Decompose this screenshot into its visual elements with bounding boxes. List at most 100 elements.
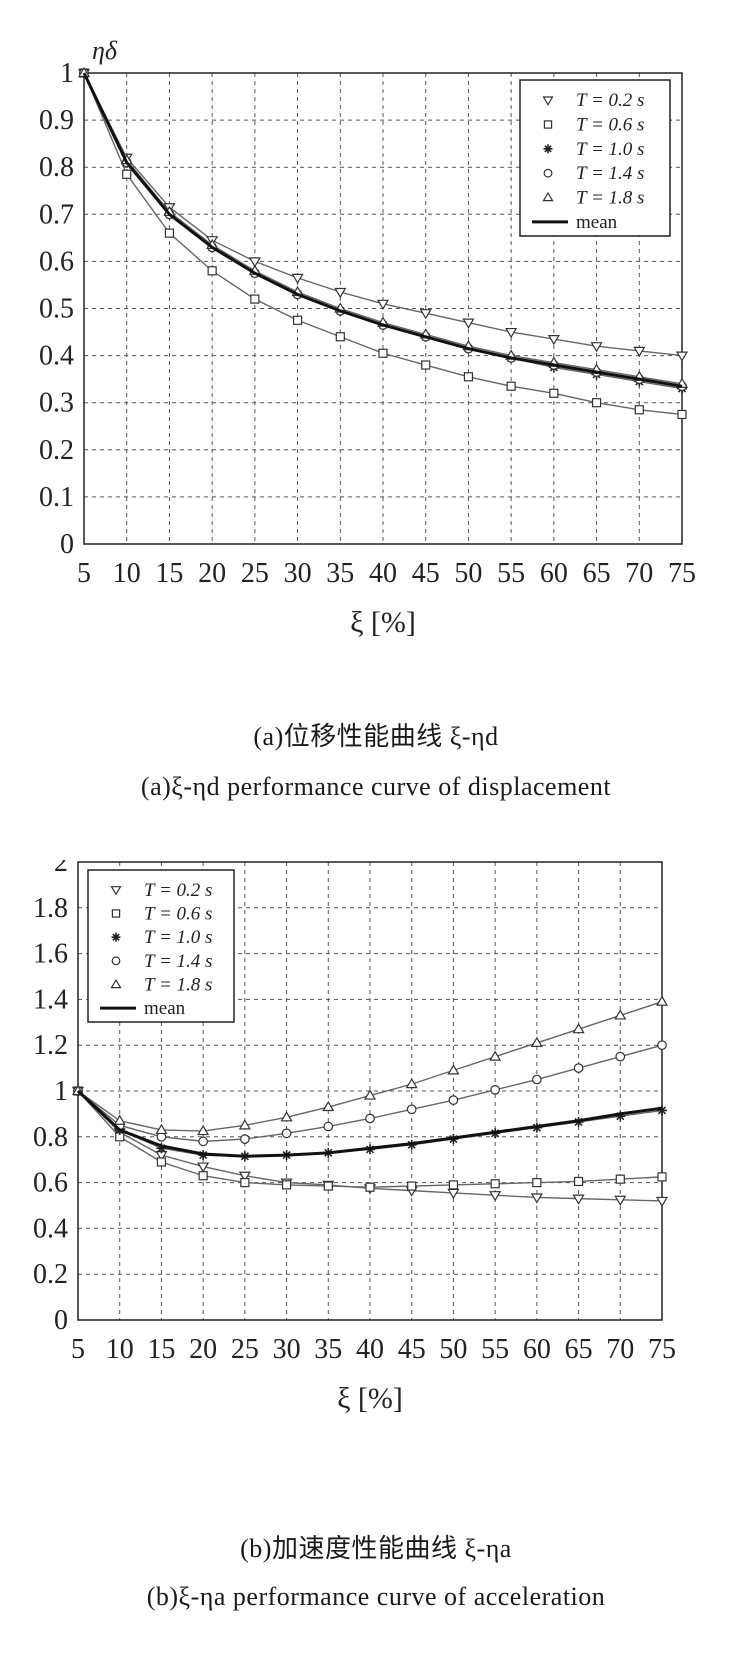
data-point xyxy=(547,335,560,346)
chart-a-caption-cn: (a)位移性能曲线 ξ-ηd xyxy=(253,722,499,751)
legend-label: T = 1.8 s xyxy=(576,188,644,209)
legend-marker xyxy=(543,168,553,178)
legend-label: T = 1.4 s xyxy=(576,163,644,184)
y-tick-label: 0.4 xyxy=(39,341,74,372)
legend-label: T = 1.4 s xyxy=(144,951,212,972)
data-point xyxy=(156,1157,167,1167)
data-point xyxy=(365,1113,375,1124)
acceleration-chart: 5 10 15 20 25 30 35 40 45 50 55 60 65 70 75 0 0.2 0.4 0.6 0… xyxy=(33,825,676,1415)
data-point xyxy=(197,1124,210,1136)
x-tick-label: 15 xyxy=(147,1334,175,1365)
chart-b-caption-en: (b)ξ-ηa performance curve of acceleratio… xyxy=(146,1582,606,1611)
legend-label: T = 1.0 s xyxy=(576,139,644,160)
legend-label: T = 1.8 s xyxy=(144,975,212,996)
data-point xyxy=(281,1128,292,1139)
y-tick-label: 0.9 xyxy=(39,105,74,136)
x-tick-label: 30 xyxy=(273,1334,301,1365)
x-tick-label: 25 xyxy=(241,558,269,589)
data-point xyxy=(614,1009,627,1020)
series-6 xyxy=(82,72,683,388)
y-tick-label: 0 xyxy=(60,529,74,560)
data-point xyxy=(122,169,132,179)
x-tick-label: 75 xyxy=(668,558,696,589)
x-tick-label: 10 xyxy=(106,1334,134,1365)
legend-marker xyxy=(543,120,553,129)
y-tick-label: 0.2 xyxy=(39,435,74,466)
data-point xyxy=(164,228,175,238)
x-tick-label: 75 xyxy=(648,1334,676,1365)
data-point xyxy=(334,287,347,299)
data-point xyxy=(675,351,689,362)
data-point xyxy=(530,1193,543,1204)
x-tick-label: 50 xyxy=(454,558,482,589)
data-point xyxy=(365,1182,375,1192)
y-tick-label: 1.2 xyxy=(33,1030,68,1061)
legend-label: T = 0.2 s xyxy=(576,90,644,111)
data-point xyxy=(615,1174,625,1184)
x-tick-label: 10 xyxy=(113,558,141,589)
data-point xyxy=(250,294,260,304)
data-point xyxy=(406,1104,417,1115)
y-tick-label: 1 xyxy=(54,1076,68,1107)
series-1 xyxy=(77,68,689,362)
series-4 xyxy=(73,1040,667,1147)
y-tick-label: 0.2 xyxy=(33,1259,68,1290)
y-tick-label: 0.8 xyxy=(33,1122,68,1153)
data-point xyxy=(240,1134,250,1144)
data-point xyxy=(657,1172,667,1182)
y-tick-label: 1.4 xyxy=(33,984,68,1015)
data-point xyxy=(615,1111,626,1122)
legend-marker xyxy=(111,909,121,918)
data-point xyxy=(407,1181,417,1191)
series-5 xyxy=(71,995,669,1136)
chart-a-caption-en: (a)ξ-ηd performance curve of displacemen… xyxy=(140,772,612,801)
legend-label: T = 0.6 s xyxy=(144,904,212,925)
data-point xyxy=(198,1136,208,1147)
x-tick-label: 55 xyxy=(481,1334,509,1365)
x-tick-label: 30 xyxy=(284,558,312,589)
data-point xyxy=(489,1191,502,1202)
x-tick-label: 60 xyxy=(523,1334,551,1365)
data-point xyxy=(615,1051,626,1062)
data-point xyxy=(419,309,432,320)
data-point xyxy=(573,1063,584,1073)
data-point xyxy=(238,1119,251,1130)
plot-frame xyxy=(83,72,683,545)
x-tick-label: 70 xyxy=(625,558,653,589)
data-point xyxy=(207,266,217,276)
legend-box xyxy=(519,79,671,237)
series-2 xyxy=(79,68,687,420)
x-tick-label: 40 xyxy=(356,1334,384,1365)
y-tick-label: 0.4 xyxy=(33,1213,68,1244)
data-point xyxy=(591,398,602,408)
data-point xyxy=(633,346,646,358)
y-tick-label: 0.1 xyxy=(39,482,74,513)
y-tick-label: 0.6 xyxy=(39,246,74,277)
x-tick-label: 45 xyxy=(398,1334,426,1365)
y-axis-label: ηδ xyxy=(92,36,118,65)
x-tick-label: 5 xyxy=(71,1334,85,1365)
legend-marker xyxy=(542,96,554,106)
legend-label: T = 1.0 s xyxy=(144,927,212,948)
data-point xyxy=(447,1064,460,1075)
x-tick-label: 55 xyxy=(497,558,525,589)
data-point xyxy=(77,66,91,78)
mean-line xyxy=(76,1089,663,1158)
x-tick-label: 35 xyxy=(314,1334,342,1365)
data-point xyxy=(463,372,474,382)
data-point xyxy=(376,299,390,310)
data-point xyxy=(155,1123,168,1135)
data-point xyxy=(322,1100,335,1112)
data-point xyxy=(448,1095,459,1106)
y-tick-label: 1.6 xyxy=(33,939,68,970)
x-tick-label: 20 xyxy=(198,558,226,589)
legend: T = 0.2 s T = 0.6 s T = 1.0 s T = 1.4 s T = … xyxy=(519,79,671,237)
x-tick-label: 35 xyxy=(326,558,354,589)
x-tick-label: 5 xyxy=(77,558,91,589)
x-tick-label: 65 xyxy=(565,1334,593,1365)
data-point xyxy=(197,1162,210,1173)
y-tick-label: 1 xyxy=(60,58,74,89)
legend-marker xyxy=(111,956,121,966)
data-point xyxy=(634,405,644,415)
data-point xyxy=(490,1085,500,1095)
